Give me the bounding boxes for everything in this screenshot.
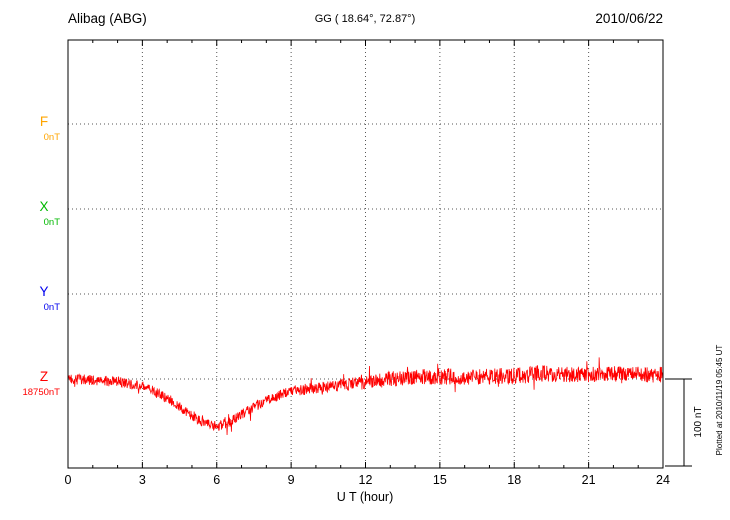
- x-tick-label: 18: [507, 473, 521, 487]
- trace-layer: [67, 357, 664, 436]
- x-tick-label: 9: [288, 473, 295, 487]
- x-axis-title: U T (hour): [337, 490, 394, 504]
- grid-layer: [68, 40, 663, 468]
- channel-label-Z: Z: [40, 369, 48, 384]
- date-label: 2010/06/22: [595, 11, 663, 26]
- channel-baseline-Y: 0nT: [44, 302, 61, 313]
- channel-baseline-X: 0nT: [44, 217, 61, 228]
- channel-label-X: X: [39, 199, 48, 214]
- tick-layer: [67, 40, 664, 468]
- x-tick-label: 0: [65, 473, 72, 487]
- coordinates-label: GG ( 18.64°, 72.87°): [315, 13, 416, 25]
- x-tick-label: 21: [582, 473, 596, 487]
- plotted-at-note: Plotted at 2010/11/19 05:45 UT: [715, 345, 724, 456]
- x-tick-label: 12: [359, 473, 373, 487]
- channel-label-F: F: [40, 114, 48, 129]
- channel-label-Y: Y: [39, 284, 48, 299]
- channel-baseline-F: 0nT: [44, 132, 61, 143]
- x-tick-labels: 0 3 6 9 12 15 18 21 24: [65, 473, 670, 487]
- x-tick-label: 3: [139, 473, 146, 487]
- scale-bar-label: 100 nT: [693, 406, 704, 437]
- x-tick-label: 6: [213, 473, 220, 487]
- channel-baseline-Z: 18750nT: [22, 387, 60, 398]
- station-title: Alibag (ABG): [68, 11, 147, 26]
- x-tick-label: 24: [656, 473, 670, 487]
- x-tick-label: 15: [433, 473, 447, 487]
- channel-labels: F 0nT X 0nT Y 0nT Z 18750nT: [22, 114, 60, 398]
- z-component-trace: [67, 357, 664, 436]
- scale-bar: 100 nT: [665, 378, 704, 467]
